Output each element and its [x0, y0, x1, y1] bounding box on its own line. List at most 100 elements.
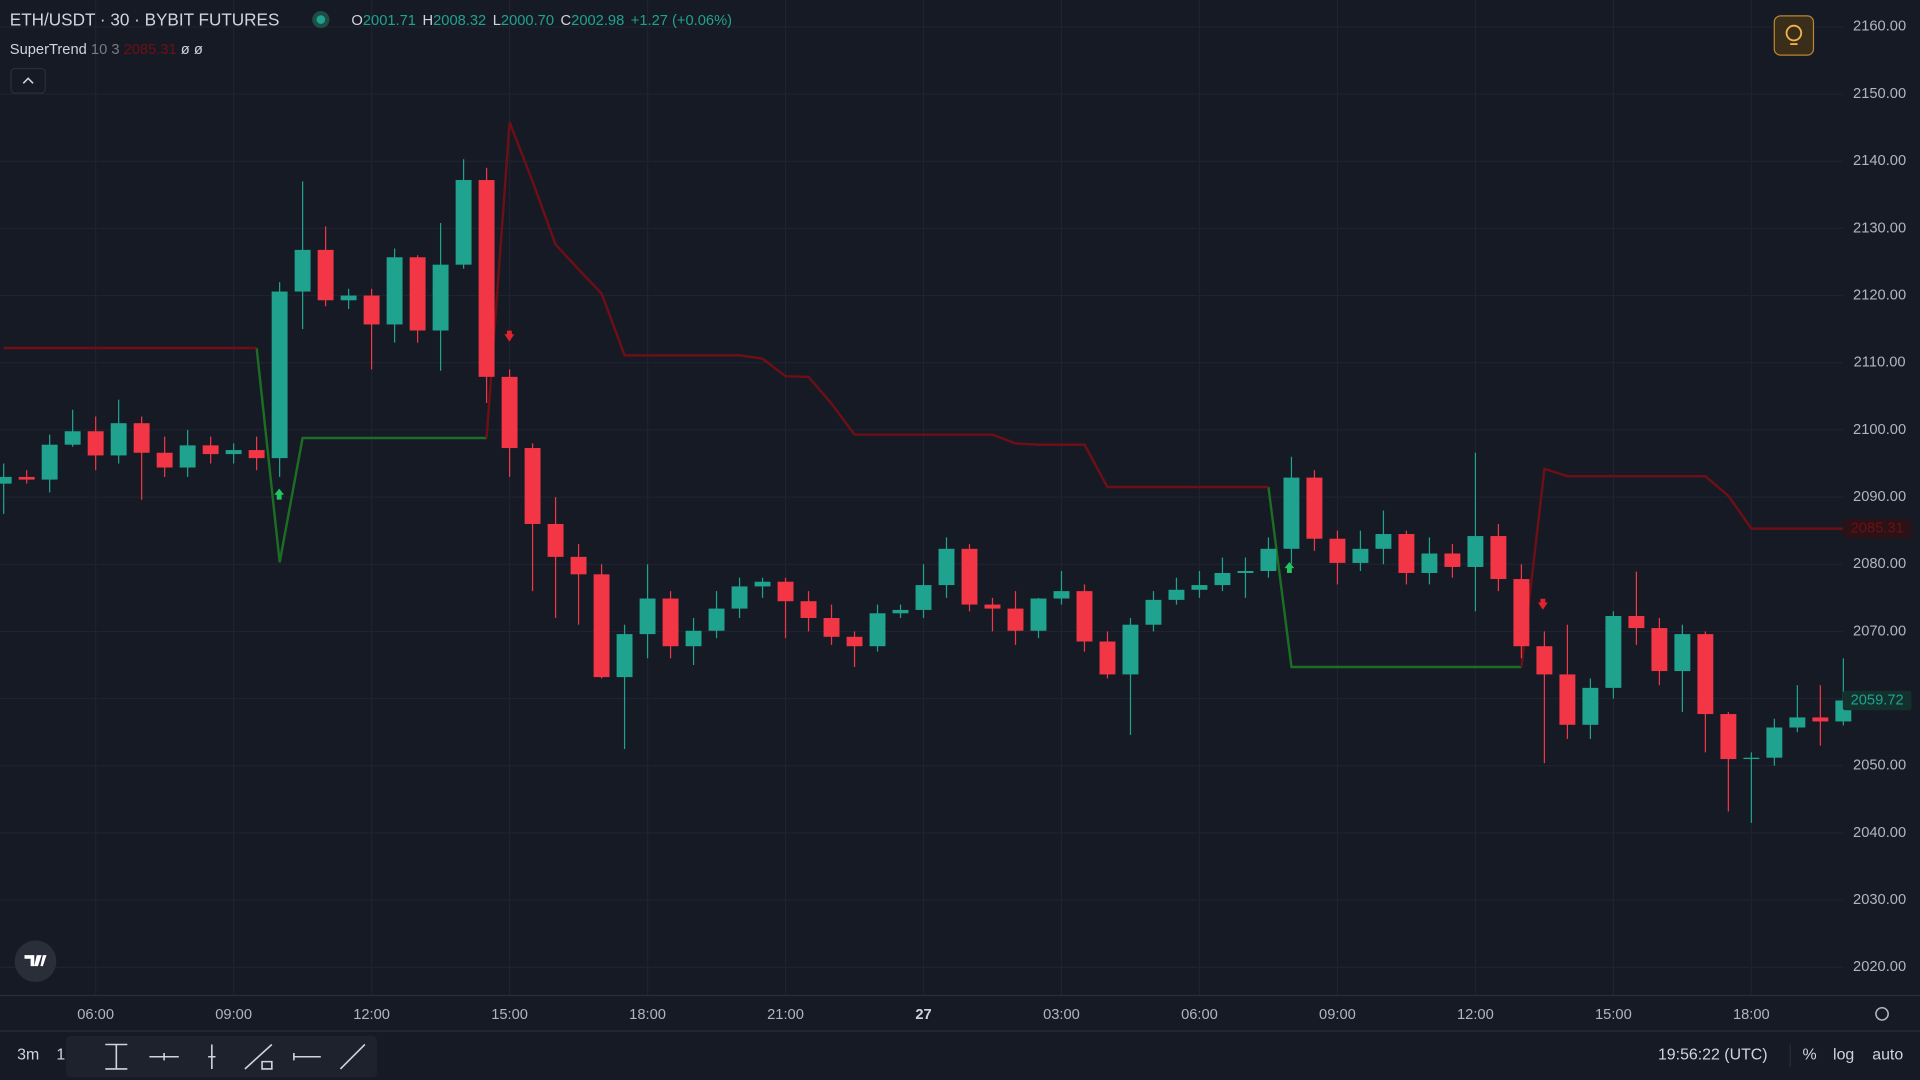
x-tick-label: 12:00 [353, 1007, 390, 1023]
indicator-legend[interactable]: SuperTrend 10 3 2085.31 ø ø [10, 42, 203, 58]
ohlc-label: O [351, 13, 362, 29]
sell-signal [504, 330, 515, 342]
tool-icons [105, 1043, 366, 1070]
price-labels: 2020.002030.002040.002050.002060.002070.… [77, 19, 1912, 1023]
candle-body [1490, 536, 1507, 580]
candle-body [1582, 687, 1599, 725]
x-tick-label: 15:00 [1595, 1007, 1632, 1023]
y-tick-label: 2050.00 [1853, 758, 1906, 774]
candle-body [1743, 757, 1760, 760]
candle-body [110, 423, 127, 456]
y-tick-label: 2020.00 [1853, 959, 1906, 975]
candle-body [1421, 553, 1438, 573]
plot [0, 121, 1852, 823]
tool-icon[interactable] [293, 1053, 321, 1061]
y-tick-label: 2160.00 [1853, 19, 1906, 35]
candle-body [1628, 615, 1645, 629]
x-tick-label: 21:00 [767, 1007, 804, 1023]
ohlc-label: H [423, 13, 434, 29]
candle-body [41, 444, 58, 480]
candle-body [1122, 624, 1139, 675]
caret-icon [22, 77, 34, 84]
interval[interactable]: 3m [17, 1047, 39, 1064]
status-dot-core [316, 15, 326, 24]
candle-body [202, 445, 219, 455]
candle-body [1007, 608, 1024, 631]
tool-icon[interactable] [105, 1043, 128, 1070]
x-tick-label: 06:00 [1181, 1007, 1218, 1023]
candle-body [1766, 727, 1783, 758]
candle-body [1467, 536, 1484, 567]
candle-body [1260, 548, 1277, 571]
candle-body [340, 295, 357, 301]
candle-body [547, 523, 564, 557]
indicator-name: SuperTrend [10, 42, 87, 58]
idea-button[interactable] [1773, 15, 1815, 56]
log-toggle[interactable]: log [1833, 1047, 1854, 1064]
ohlc-value: 2008.32 [433, 13, 486, 29]
y-tick-label: 2070.00 [1853, 623, 1906, 639]
candle-body [1168, 589, 1185, 600]
tool-icon[interactable] [244, 1043, 273, 1070]
candle-body [800, 601, 817, 618]
price-tag-label: 2085.31 [1851, 520, 1904, 536]
price-tag [1842, 690, 1912, 711]
candle-body [1697, 634, 1714, 715]
ohlc-label: L [493, 13, 501, 29]
indicator-extra: ø ø [181, 42, 203, 58]
candle-body [1605, 615, 1622, 688]
candle-body [432, 264, 449, 331]
candle-body [984, 604, 1001, 609]
ohlc-value: 2001.71 [363, 13, 416, 29]
candle-body [1651, 628, 1668, 672]
settings-icon[interactable] [1875, 1006, 1889, 1021]
auto-toggle[interactable]: auto [1872, 1047, 1903, 1064]
candle-body [1306, 477, 1323, 539]
candle-body [1513, 579, 1530, 647]
supertrend-line [3, 121, 1844, 668]
candle-body [961, 548, 978, 605]
candle-body [593, 574, 610, 678]
interval-other[interactable]: 1 [56, 1047, 65, 1064]
candle-body [1674, 634, 1691, 672]
percent-toggle[interactable]: % [1802, 1047, 1816, 1064]
candle-body [1099, 641, 1116, 675]
candle-body [1237, 570, 1254, 573]
candle-body [0, 476, 12, 484]
candle-body [1283, 477, 1300, 549]
candle-body [18, 476, 35, 480]
tool-icon[interactable] [208, 1044, 216, 1069]
ohlc-label: C [561, 13, 572, 29]
y-tick-label: 2110.00 [1854, 355, 1906, 371]
symbol[interactable]: ETH/USDT · 30 · BYBIT FUTURES [10, 9, 280, 29]
candle-body [179, 445, 196, 468]
candle-body [1030, 598, 1047, 631]
collapse-button[interactable] [10, 67, 46, 94]
candle-body [524, 448, 541, 524]
x-tick-label: 27 [915, 1007, 931, 1023]
x-tick-label: 09:00 [215, 1007, 252, 1023]
candle-body [1352, 548, 1369, 563]
candle-body [501, 376, 518, 449]
y-tick-label: 2150.00 [1853, 86, 1906, 102]
tool-icon[interactable] [149, 1053, 179, 1061]
candle-body [662, 598, 679, 647]
indicator-params: 10 3 [91, 42, 120, 58]
ohlc-value: 2000.70 [501, 13, 554, 29]
x-tick-label: 03:00 [1043, 1007, 1080, 1023]
candle-body [1191, 585, 1208, 590]
y-tick-label: 2080.00 [1853, 556, 1906, 572]
candle-body [777, 581, 794, 602]
x-tick-label: 09:00 [1319, 1007, 1356, 1023]
tool-icon[interactable] [339, 1043, 366, 1070]
candle-body [846, 636, 863, 647]
bulb-icon [1785, 24, 1803, 42]
candle-body [317, 249, 334, 301]
candle-body [1720, 714, 1737, 760]
x-tick-label: 06:00 [77, 1007, 114, 1023]
candle-body [1812, 717, 1829, 722]
